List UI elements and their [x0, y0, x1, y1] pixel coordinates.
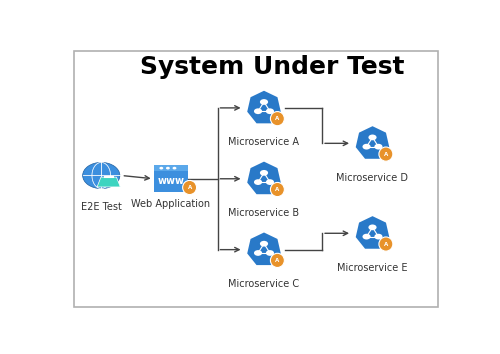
Text: A: A — [276, 187, 280, 192]
Circle shape — [166, 167, 170, 170]
Text: Microservice D: Microservice D — [336, 173, 408, 183]
Circle shape — [260, 170, 268, 176]
Circle shape — [260, 241, 268, 247]
Text: A: A — [188, 185, 192, 190]
Polygon shape — [246, 231, 282, 266]
Text: A: A — [384, 152, 388, 156]
Ellipse shape — [182, 181, 196, 195]
Text: Microservice E: Microservice E — [337, 263, 408, 273]
Text: Microservice C: Microservice C — [228, 279, 300, 289]
Text: A: A — [276, 116, 280, 121]
Text: A: A — [384, 241, 388, 246]
Text: Web Application: Web Application — [132, 199, 210, 209]
FancyBboxPatch shape — [74, 51, 438, 307]
Circle shape — [368, 135, 376, 140]
Polygon shape — [97, 177, 120, 187]
Text: Microservice B: Microservice B — [228, 208, 300, 218]
Text: Microservice A: Microservice A — [228, 137, 300, 147]
Text: www: www — [158, 176, 184, 186]
Circle shape — [172, 167, 176, 170]
Ellipse shape — [270, 253, 284, 268]
Ellipse shape — [379, 147, 393, 161]
Ellipse shape — [270, 112, 284, 126]
Text: E2E Test: E2E Test — [81, 202, 122, 212]
Circle shape — [266, 179, 274, 185]
Circle shape — [254, 179, 262, 185]
Circle shape — [82, 162, 120, 189]
Polygon shape — [354, 215, 390, 250]
Circle shape — [362, 234, 370, 240]
Circle shape — [254, 250, 262, 256]
Circle shape — [160, 167, 163, 170]
Circle shape — [374, 234, 382, 240]
FancyBboxPatch shape — [154, 165, 188, 171]
Polygon shape — [246, 160, 282, 195]
Ellipse shape — [379, 237, 393, 251]
Polygon shape — [354, 125, 390, 160]
Circle shape — [368, 224, 376, 230]
Circle shape — [254, 108, 262, 114]
Text: System Under Test: System Under Test — [140, 55, 404, 79]
Circle shape — [374, 144, 382, 149]
Polygon shape — [246, 89, 282, 125]
Text: A: A — [276, 258, 280, 263]
Circle shape — [362, 144, 370, 149]
Circle shape — [266, 108, 274, 114]
Ellipse shape — [270, 182, 284, 196]
FancyBboxPatch shape — [154, 165, 188, 193]
Circle shape — [266, 250, 274, 256]
Circle shape — [260, 99, 268, 105]
